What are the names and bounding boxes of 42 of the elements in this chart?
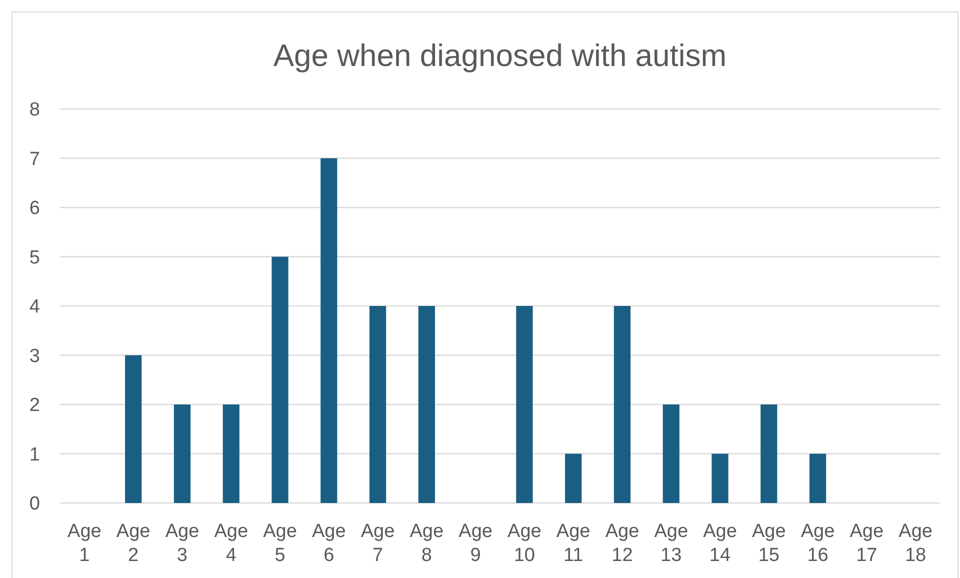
x-tick-label: Age 9 (458, 521, 492, 566)
bar (614, 306, 631, 503)
bar (565, 454, 582, 503)
bar (272, 256, 288, 503)
x-tick-label: Age 5 (263, 521, 297, 566)
bar (516, 306, 533, 503)
bar (125, 355, 142, 503)
x-tick-label: Age 10 (508, 521, 542, 566)
x-tick-label: Age 14 (703, 521, 737, 566)
y-tick-label: 4 (29, 296, 40, 318)
bar (418, 306, 435, 503)
bar (760, 404, 778, 503)
chart-title: Age when diagnosed with autism (273, 38, 727, 73)
x-tick-label: Age 1 (68, 521, 102, 566)
y-tick-label: 8 (29, 100, 40, 121)
y-tick-label: 1 (29, 444, 40, 466)
y-tick-label: 0 (29, 494, 40, 515)
y-tick-label: 2 (29, 395, 40, 416)
x-tick-label: Age 16 (800, 521, 835, 566)
y-tick-label: 5 (29, 247, 40, 268)
y-tick-label: 6 (29, 198, 40, 220)
x-tick-label: Age 8 (410, 521, 444, 566)
x-tick-label: Age 17 (850, 521, 884, 566)
x-tick-label: Age 6 (312, 521, 346, 566)
bar (320, 158, 338, 503)
bar (662, 404, 680, 503)
bar (222, 404, 240, 503)
x-tick-label: Age 11 (556, 521, 590, 566)
x-tick-label: Age 12 (605, 521, 640, 566)
x-tick-label: Age 13 (654, 521, 688, 566)
bar (369, 306, 386, 503)
x-tick-label: Age 15 (752, 521, 786, 566)
bar (712, 454, 728, 503)
y-tick-label: 3 (29, 346, 40, 367)
bar (174, 404, 191, 503)
bar (809, 454, 826, 503)
y-tick-label: 7 (29, 148, 40, 170)
x-tick-label: Age 7 (360, 521, 395, 566)
x-tick-label: Age 2 (116, 521, 150, 566)
x-tick-label: Age 3 (165, 521, 200, 566)
x-tick-label: Age 4 (214, 521, 248, 566)
x-tick-label: Age 18 (898, 521, 932, 566)
